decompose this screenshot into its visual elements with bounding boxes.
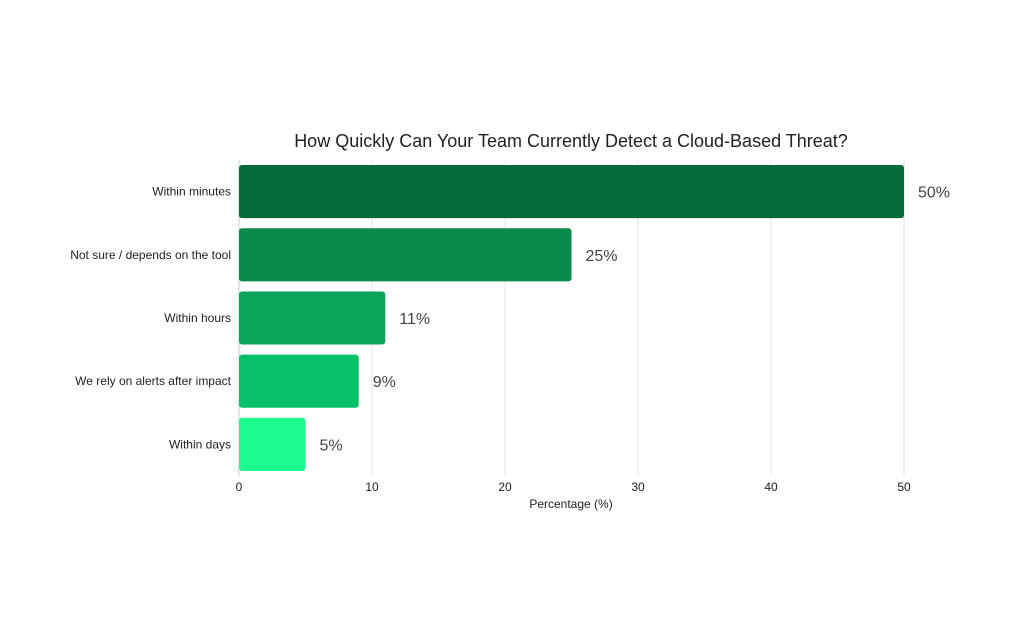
x-tick-label: 50 <box>897 480 911 494</box>
category-label: Within minutes <box>152 185 231 199</box>
data-label: 9% <box>373 374 396 391</box>
x-tick-label: 30 <box>631 480 645 494</box>
data-label: 5% <box>320 437 343 454</box>
x-tick-label: 20 <box>498 480 512 494</box>
bar <box>239 417 306 471</box>
bar <box>239 228 572 282</box>
category-label: We rely on alerts after impact <box>75 374 232 388</box>
data-label: 50% <box>918 185 950 202</box>
category-label: Within hours <box>164 311 231 325</box>
x-tick-label: 40 <box>764 480 778 494</box>
bar <box>239 354 359 408</box>
chart-title: How Quickly Can Your Team Currently Dete… <box>294 131 848 151</box>
bar <box>239 291 386 345</box>
data-label: 25% <box>586 248 618 265</box>
data-label: 11% <box>399 311 430 328</box>
x-axis-title: Percentage (%) <box>529 497 612 511</box>
category-label: Not sure / depends on the tool <box>70 248 231 262</box>
x-tick-label: 10 <box>365 480 379 494</box>
category-label: Within days <box>169 437 231 451</box>
x-tick-label: 0 <box>236 480 243 494</box>
bars <box>239 165 904 471</box>
labels: 0 10 20 30 40 50 Within minutes 50% Not sure / d… <box>70 185 950 494</box>
bar <box>239 165 904 219</box>
